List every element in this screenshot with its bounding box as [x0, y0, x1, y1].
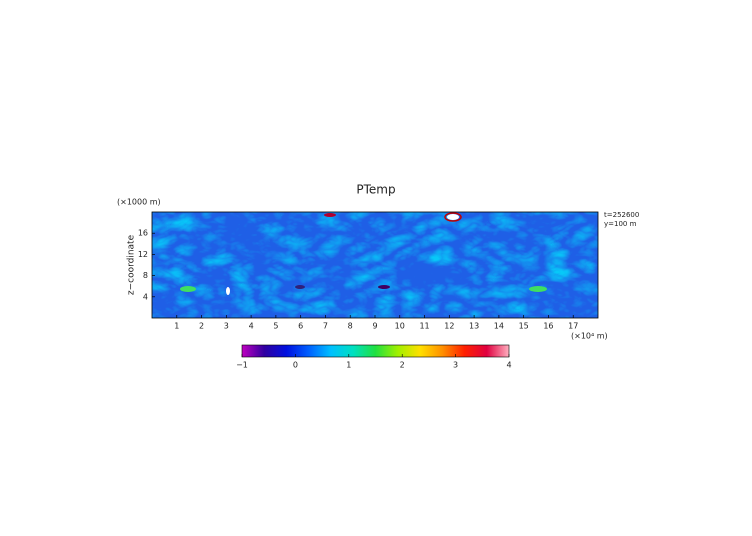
x-tick-label: 4 [249, 322, 254, 331]
x-tick-label: 16 [543, 322, 553, 331]
colorbar-tick-label: 1 [346, 361, 351, 370]
field [152, 212, 598, 318]
colorbar-tick-label: 0 [293, 361, 298, 370]
x-tick-label: 6 [298, 322, 303, 331]
x-tick-label: 14 [494, 322, 504, 331]
colorbar-tick-label: 4 [506, 361, 511, 370]
chart-title: PTemp [356, 183, 395, 197]
x-tick-label: 8 [348, 322, 353, 331]
y-tick-label: 12 [138, 250, 148, 259]
x-tick-label: 7 [323, 322, 328, 331]
annotation: y=100 m [604, 220, 637, 228]
x-tick-label: 12 [444, 322, 454, 331]
y-tick-label: 16 [138, 229, 148, 238]
y-tick-label: 4 [143, 292, 148, 301]
x-tick-label: 11 [419, 322, 429, 331]
colorbar-tick-label: 3 [453, 361, 458, 370]
x-tick-label: 15 [519, 322, 529, 331]
y-tick-label: 8 [143, 271, 148, 280]
x-unit: (×10⁴ m) [571, 332, 608, 341]
x-tick-label: 9 [372, 322, 377, 331]
x-tick-label: 2 [199, 322, 204, 331]
x-tick-label: 10 [395, 322, 405, 331]
colorbar [241, 344, 510, 358]
x-tick-label: 1 [174, 322, 179, 331]
x-tick-label: 3 [224, 322, 229, 331]
x-tick-label: 17 [568, 322, 578, 331]
y-unit: (×1000 m) [117, 198, 161, 207]
colorbar-tick-label: 2 [400, 361, 405, 370]
annotation: t=252600 [604, 211, 639, 219]
colorbar-tick-label: −1 [236, 361, 248, 370]
y-axis-label: z−coordinate [127, 234, 137, 295]
x-tick-label: 5 [273, 322, 278, 331]
x-tick-label: 13 [469, 322, 479, 331]
